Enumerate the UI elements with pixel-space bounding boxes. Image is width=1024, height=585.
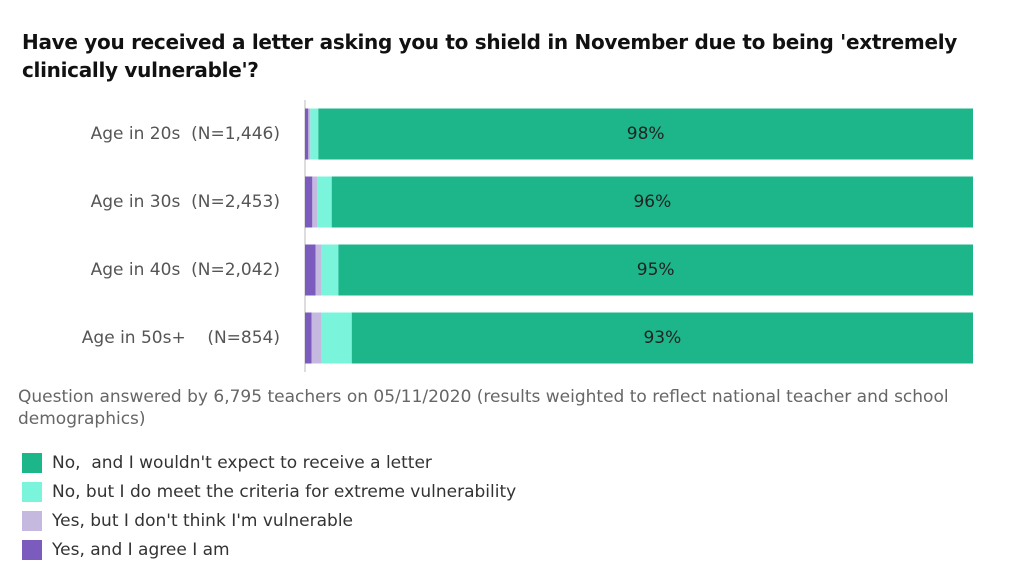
bar-segment bbox=[305, 312, 312, 364]
legend: No, and I wouldn't expect to receive a l… bbox=[22, 448, 516, 564]
y-tick-label: Age in 50s+ (N=854) bbox=[82, 328, 280, 348]
y-tick-label: Age in 40s (N=2,042) bbox=[91, 260, 280, 280]
legend-swatch bbox=[22, 481, 42, 502]
bar-segment bbox=[331, 176, 974, 228]
bar-segment bbox=[312, 176, 318, 228]
bar-segment bbox=[318, 108, 973, 160]
bar-segment bbox=[310, 108, 319, 160]
bar-segment bbox=[305, 244, 316, 296]
legend-swatch bbox=[22, 510, 42, 531]
bar-segment bbox=[321, 244, 339, 296]
data-label: 93% bbox=[643, 328, 681, 348]
legend-label: Yes, but I don't think I'm vulnerable bbox=[52, 510, 354, 531]
legend-label: No, and I wouldn't expect to receive a l… bbox=[52, 452, 432, 473]
chart-title: Have you received a letter asking you to… bbox=[22, 30, 958, 82]
legend-label: No, but I do meet the criteria for extre… bbox=[52, 481, 517, 502]
bar-segment bbox=[338, 244, 973, 296]
legend-item: No, but I do meet the criteria for extre… bbox=[22, 477, 516, 506]
data-label: 96% bbox=[633, 192, 671, 212]
y-tick-label: Age in 30s (N=2,453) bbox=[91, 192, 280, 212]
legend-label: Yes, and I agree I am bbox=[52, 539, 230, 560]
bar-segment bbox=[308, 108, 311, 160]
legend-swatch bbox=[22, 539, 42, 560]
bar-segment bbox=[351, 312, 973, 364]
legend-item: No, and I wouldn't expect to receive a l… bbox=[22, 448, 516, 477]
legend-swatch bbox=[22, 452, 42, 473]
bar-segment bbox=[315, 244, 322, 296]
data-label: 95% bbox=[637, 260, 675, 280]
data-label: 98% bbox=[627, 124, 665, 144]
y-tick-label: Age in 20s (N=1,446) bbox=[91, 124, 280, 144]
legend-item: Yes, and I agree I am bbox=[22, 535, 516, 564]
bar-segment bbox=[311, 312, 322, 364]
bar-segment bbox=[305, 108, 309, 160]
bar-segment bbox=[321, 312, 352, 364]
legend-item: Yes, but I don't think I'm vulnerable bbox=[22, 506, 516, 535]
bar-segment bbox=[305, 176, 313, 228]
bar-segment bbox=[317, 176, 332, 228]
note: Question answered by 6,795 teachers on 0… bbox=[18, 387, 949, 429]
